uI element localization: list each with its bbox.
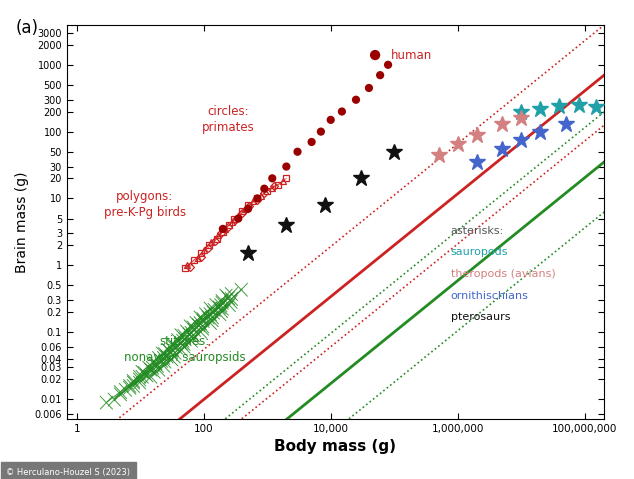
Point [259, 185, 269, 193]
Point [383, 61, 393, 68]
Text: (a): (a) [16, 19, 39, 37]
X-axis label: Body mass (g): Body mass (g) [275, 439, 396, 455]
Point [316, 128, 326, 136]
Point [351, 96, 361, 103]
Point [370, 51, 380, 59]
Text: polygons:
pre-K-Pg birds: polygons: pre-K-Pg birds [104, 190, 186, 218]
Point [217, 225, 228, 233]
Point [364, 84, 374, 92]
Text: human: human [391, 48, 432, 61]
Text: ornithischians: ornithischians [451, 291, 529, 301]
Text: © Herculano-Houzel S (2023): © Herculano-Houzel S (2023) [6, 468, 131, 477]
Text: stitches:
nonavian sauropsids: stitches: nonavian sauropsids [124, 335, 246, 365]
Text: pterosaurs: pterosaurs [451, 312, 510, 322]
Y-axis label: Brain mass (g): Brain mass (g) [15, 171, 29, 273]
Point [267, 174, 277, 182]
Point [233, 215, 243, 222]
Point [306, 138, 316, 146]
Text: theropods (avians): theropods (avians) [451, 269, 555, 279]
Point [326, 116, 336, 124]
Point [292, 148, 302, 156]
Point [243, 205, 253, 213]
Point [375, 71, 385, 79]
Text: asterisks:: asterisks: [451, 226, 504, 236]
Text: sauropods: sauropods [451, 247, 508, 257]
Point [252, 194, 262, 202]
Point [337, 108, 347, 115]
Point [281, 163, 292, 171]
Text: circles:
primates: circles: primates [202, 105, 254, 134]
